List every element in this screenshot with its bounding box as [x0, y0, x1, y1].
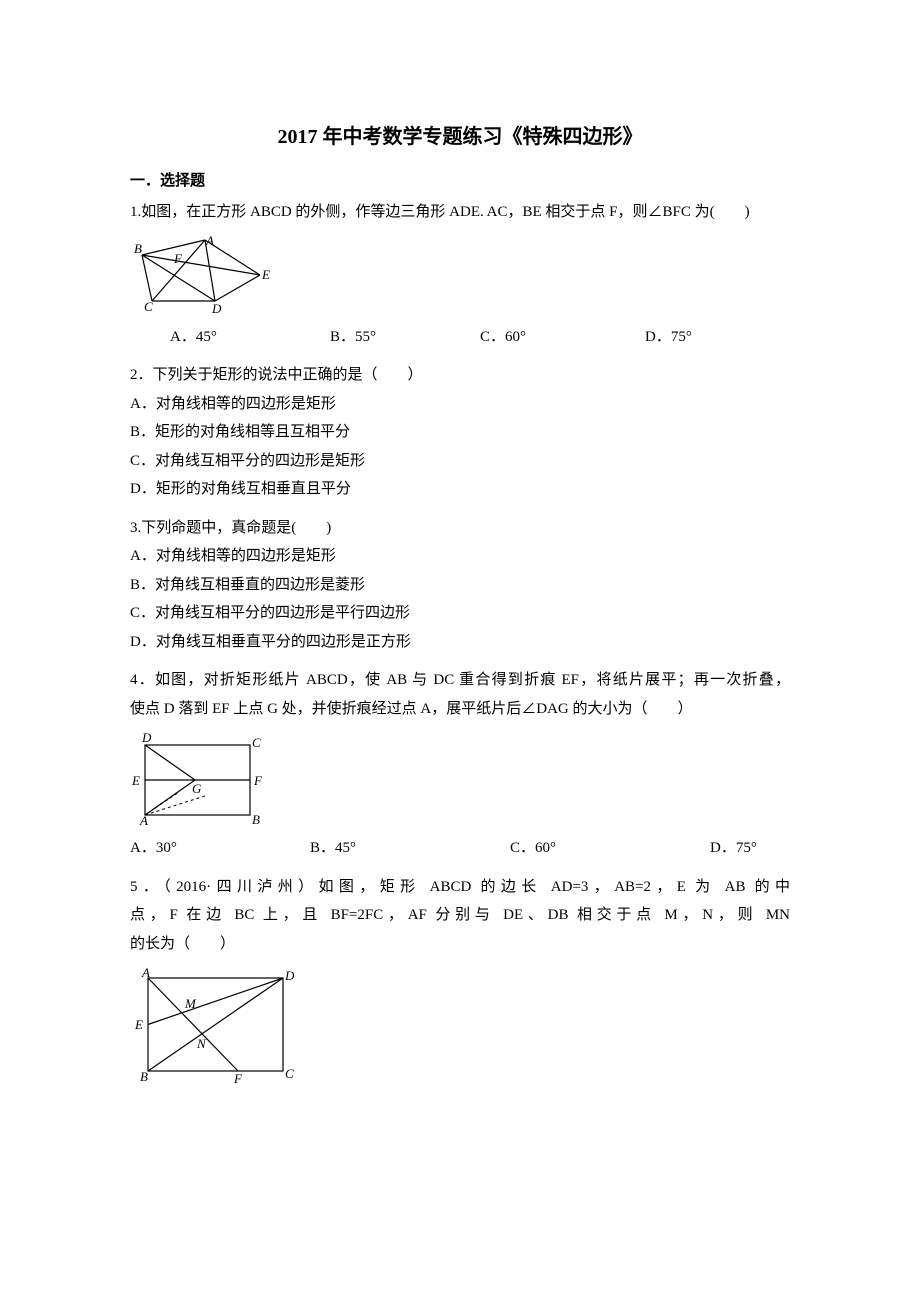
q4-option-d: D．75° [710, 834, 757, 863]
section-header: 一．选择题 [130, 169, 790, 190]
q5-text-line3: 的长为（ ） [130, 930, 790, 959]
q1-label-A: A [205, 235, 214, 248]
q2-option-a: A．对角线相等的四边形是矩形 [130, 390, 790, 419]
q4-label-C: C [252, 735, 261, 750]
q3-text: 3.下列命题中，真命题是( ) [130, 514, 790, 543]
q3-option-d: D．对角线互相垂直平分的四边形是正方形 [130, 628, 790, 657]
q1-label-D: D [211, 301, 222, 315]
question-1: 1.如图，在正方形 ABCD 的外侧，作等边三角形 ADE. AC，BE 相交于… [130, 198, 790, 351]
q4-option-b: B．45° [310, 834, 510, 863]
q5-label-D: D [284, 968, 295, 983]
q2-text: 2．下列关于矩形的说法中正确的是（ ） [130, 361, 790, 390]
q2-option-b: B．矩形的对角线相等且互相平分 [130, 418, 790, 447]
q5-label-E: E [134, 1017, 143, 1032]
q1-label-F: F [173, 251, 183, 266]
q4-label-G: G [192, 781, 202, 796]
q3-option-c: C．对角线互相平分的四边形是平行四边形 [130, 599, 790, 628]
q1-option-b: B．55° [330, 323, 480, 352]
q3-option-b: B．对角线互相垂直的四边形是菱形 [130, 571, 790, 600]
q4-text-line2: 使点 D 落到 EF 上点 G 处，并使折痕经过点 A，展平纸片后∠DAG 的大… [130, 695, 790, 724]
question-4: 4．如图，对折矩形纸片 ABCD，使 AB 与 DC 重合得到折痕 EF，将纸片… [130, 666, 790, 863]
q1-label-C: C [144, 299, 153, 314]
q4-option-c: C．60° [510, 834, 710, 863]
q4-label-A: A [139, 813, 148, 826]
q5-text-line2: 点，F 在边 BC 上，且 BF=2FC，AF 分别与 DE、DB 相交于点 M… [130, 901, 790, 930]
q5-label-N: N [196, 1036, 207, 1051]
question-3: 3.下列命题中，真命题是( ) A．对角线相等的四边形是矩形 B．对角线互相垂直… [130, 514, 790, 657]
q2-option-d: D．矩形的对角线互相垂直且平分 [130, 475, 790, 504]
q5-label-B: B [140, 1069, 148, 1084]
question-2: 2．下列关于矩形的说法中正确的是（ ） A．对角线相等的四边形是矩形 B．矩形的… [130, 361, 790, 504]
q4-label-F: F [253, 773, 263, 788]
q1-label-E: E [261, 267, 270, 282]
q4-options: A．30° B．45° C．60° D．75° [130, 834, 790, 863]
page-title: 2017 年中考数学专题练习《特殊四边形》 [130, 120, 790, 149]
q1-figure: B A E C D F [130, 235, 790, 315]
q1-option-d: D．75° [645, 323, 775, 352]
q1-label-B: B [134, 241, 142, 256]
q5-label-M: M [184, 996, 197, 1011]
q1-option-c: C．60° [480, 323, 645, 352]
q5-figure: A D E B F C M N [130, 966, 790, 1086]
q1-options: A．45° B．55° C．60° D．75° [130, 323, 790, 352]
q5-label-A: A [141, 966, 150, 980]
q4-option-a: A．30° [130, 834, 310, 863]
q4-figure: D C E F A B G [130, 731, 790, 826]
q4-label-E: E [131, 773, 140, 788]
q1-option-a: A．45° [170, 323, 330, 352]
q3-option-a: A．对角线相等的四边形是矩形 [130, 542, 790, 571]
q1-text: 1.如图，在正方形 ABCD 的外侧，作等边三角形 ADE. AC，BE 相交于… [130, 198, 790, 227]
q5-label-F: F [233, 1071, 243, 1086]
q4-label-B: B [252, 812, 260, 826]
q4-label-D: D [141, 731, 152, 745]
q2-option-c: C．对角线互相平分的四边形是矩形 [130, 447, 790, 476]
q5-label-C: C [285, 1066, 294, 1081]
question-5: 5．（2016·四川泸州）如图，矩形 ABCD 的边长 AD=3，AB=2，E … [130, 873, 790, 1087]
q4-text-line1: 4．如图，对折矩形纸片 ABCD，使 AB 与 DC 重合得到折痕 EF，将纸片… [130, 666, 790, 695]
q5-text-line1: 5．（2016·四川泸州）如图，矩形 ABCD 的边长 AD=3，AB=2，E … [130, 873, 790, 902]
